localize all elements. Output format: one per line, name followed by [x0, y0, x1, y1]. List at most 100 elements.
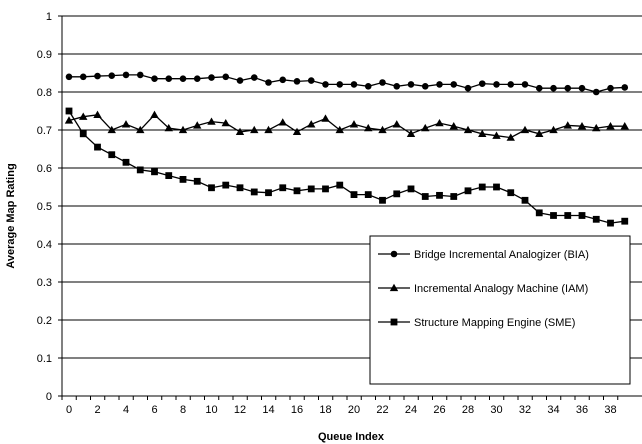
legend-marker [389, 283, 399, 292]
data-point [450, 193, 458, 200]
data-point [336, 181, 344, 189]
data-point [364, 123, 373, 132]
legend-label: Incremental Analogy Machine (IAM) [414, 283, 588, 295]
y-axis-title: Average Map Rating [5, 163, 17, 268]
data-point [535, 84, 543, 92]
data-point [108, 151, 116, 159]
data-point [364, 191, 372, 198]
data-point [578, 84, 586, 92]
data-point [421, 123, 430, 132]
data-point [264, 125, 273, 134]
data-point [136, 125, 145, 134]
x-tick-label: 16 [291, 404, 303, 416]
data-point [221, 118, 230, 127]
data-point [136, 166, 144, 174]
y-tick-label: 0.6 [37, 163, 52, 175]
data-point [520, 125, 530, 134]
data-point [606, 122, 615, 130]
data-point [321, 114, 330, 122]
data-point [322, 185, 329, 193]
data-point [549, 125, 558, 134]
data-point [335, 125, 344, 134]
data-point [577, 122, 587, 130]
x-tick-label: 20 [348, 404, 360, 416]
data-point [421, 83, 429, 90]
data-point [265, 79, 272, 86]
data-point [222, 181, 230, 189]
data-point [592, 88, 600, 96]
data-point [94, 72, 101, 80]
data-point [193, 177, 201, 185]
series-line [69, 74, 625, 93]
x-tick-label: 4 [123, 404, 129, 416]
data-point [607, 84, 614, 92]
data-point [464, 84, 472, 92]
data-point [236, 184, 244, 192]
data-point [279, 76, 287, 84]
gridlines [62, 15, 642, 359]
x-tick-labels: 0 2 4 6 8 10 12 14 16 18 20 22 24 26 28 30 32 34 36 38 [66, 404, 617, 416]
series-triangle [64, 110, 629, 141]
data-point [564, 212, 572, 219]
data-point [521, 81, 529, 88]
data-point [208, 74, 215, 81]
data-point [435, 118, 444, 127]
x-tick-label: 38 [604, 404, 616, 416]
data-point [151, 75, 158, 82]
data-point [64, 116, 74, 124]
data-point [79, 73, 87, 81]
data-point [620, 122, 629, 130]
data-point [563, 121, 572, 129]
y-tick-labels: 0 0.1 0.2 0.3 0.4 0.5 0.6 0.7 0.8 0.9 1 [37, 11, 52, 403]
legend-box [369, 235, 631, 385]
data-point [93, 110, 102, 118]
data-point [165, 75, 173, 82]
data-point [94, 143, 101, 151]
data-point [507, 81, 515, 88]
data-point [293, 78, 301, 85]
data-point [164, 123, 173, 132]
data-point [279, 184, 287, 192]
data-point [349, 120, 359, 128]
x-tick-label: 22 [376, 404, 388, 416]
data-point [478, 183, 486, 191]
data-point [493, 81, 500, 88]
data-point [507, 189, 515, 197]
data-point [265, 189, 272, 197]
data-point [250, 74, 258, 81]
data-point [492, 131, 501, 139]
data-point [378, 125, 387, 134]
legend: Bridge Incremental Analogizer (BIA) Incre… [369, 235, 631, 385]
x-tick-label: 24 [405, 404, 417, 416]
data-point [122, 158, 130, 166]
x-tick-label: 32 [519, 404, 531, 416]
data-point [449, 122, 458, 130]
data-point [65, 107, 73, 115]
data-point [193, 75, 201, 82]
x-tick-label: 6 [151, 404, 157, 416]
data-point [150, 110, 159, 118]
data-point [179, 75, 187, 82]
axes [58, 15, 642, 400]
data-point [336, 81, 344, 88]
series-square [65, 107, 629, 227]
data-point [79, 130, 87, 138]
legend-marker [390, 318, 398, 326]
x-tick-label: 30 [490, 404, 502, 416]
data-point [450, 81, 458, 88]
data-point [278, 118, 287, 126]
data-point [379, 79, 386, 86]
data-point [463, 125, 473, 134]
data-point [222, 73, 230, 81]
y-tick-label: 1 [46, 11, 52, 23]
data-point [521, 196, 529, 204]
legend-marker [390, 250, 398, 258]
data-point [392, 120, 401, 128]
data-point [464, 187, 472, 195]
x-tick-label: 10 [205, 404, 217, 416]
x-tick-label: 26 [433, 404, 445, 416]
x-tick-label: 12 [234, 404, 246, 416]
data-point [307, 185, 315, 193]
data-point [592, 123, 601, 132]
x-tick-label: 8 [180, 404, 186, 416]
